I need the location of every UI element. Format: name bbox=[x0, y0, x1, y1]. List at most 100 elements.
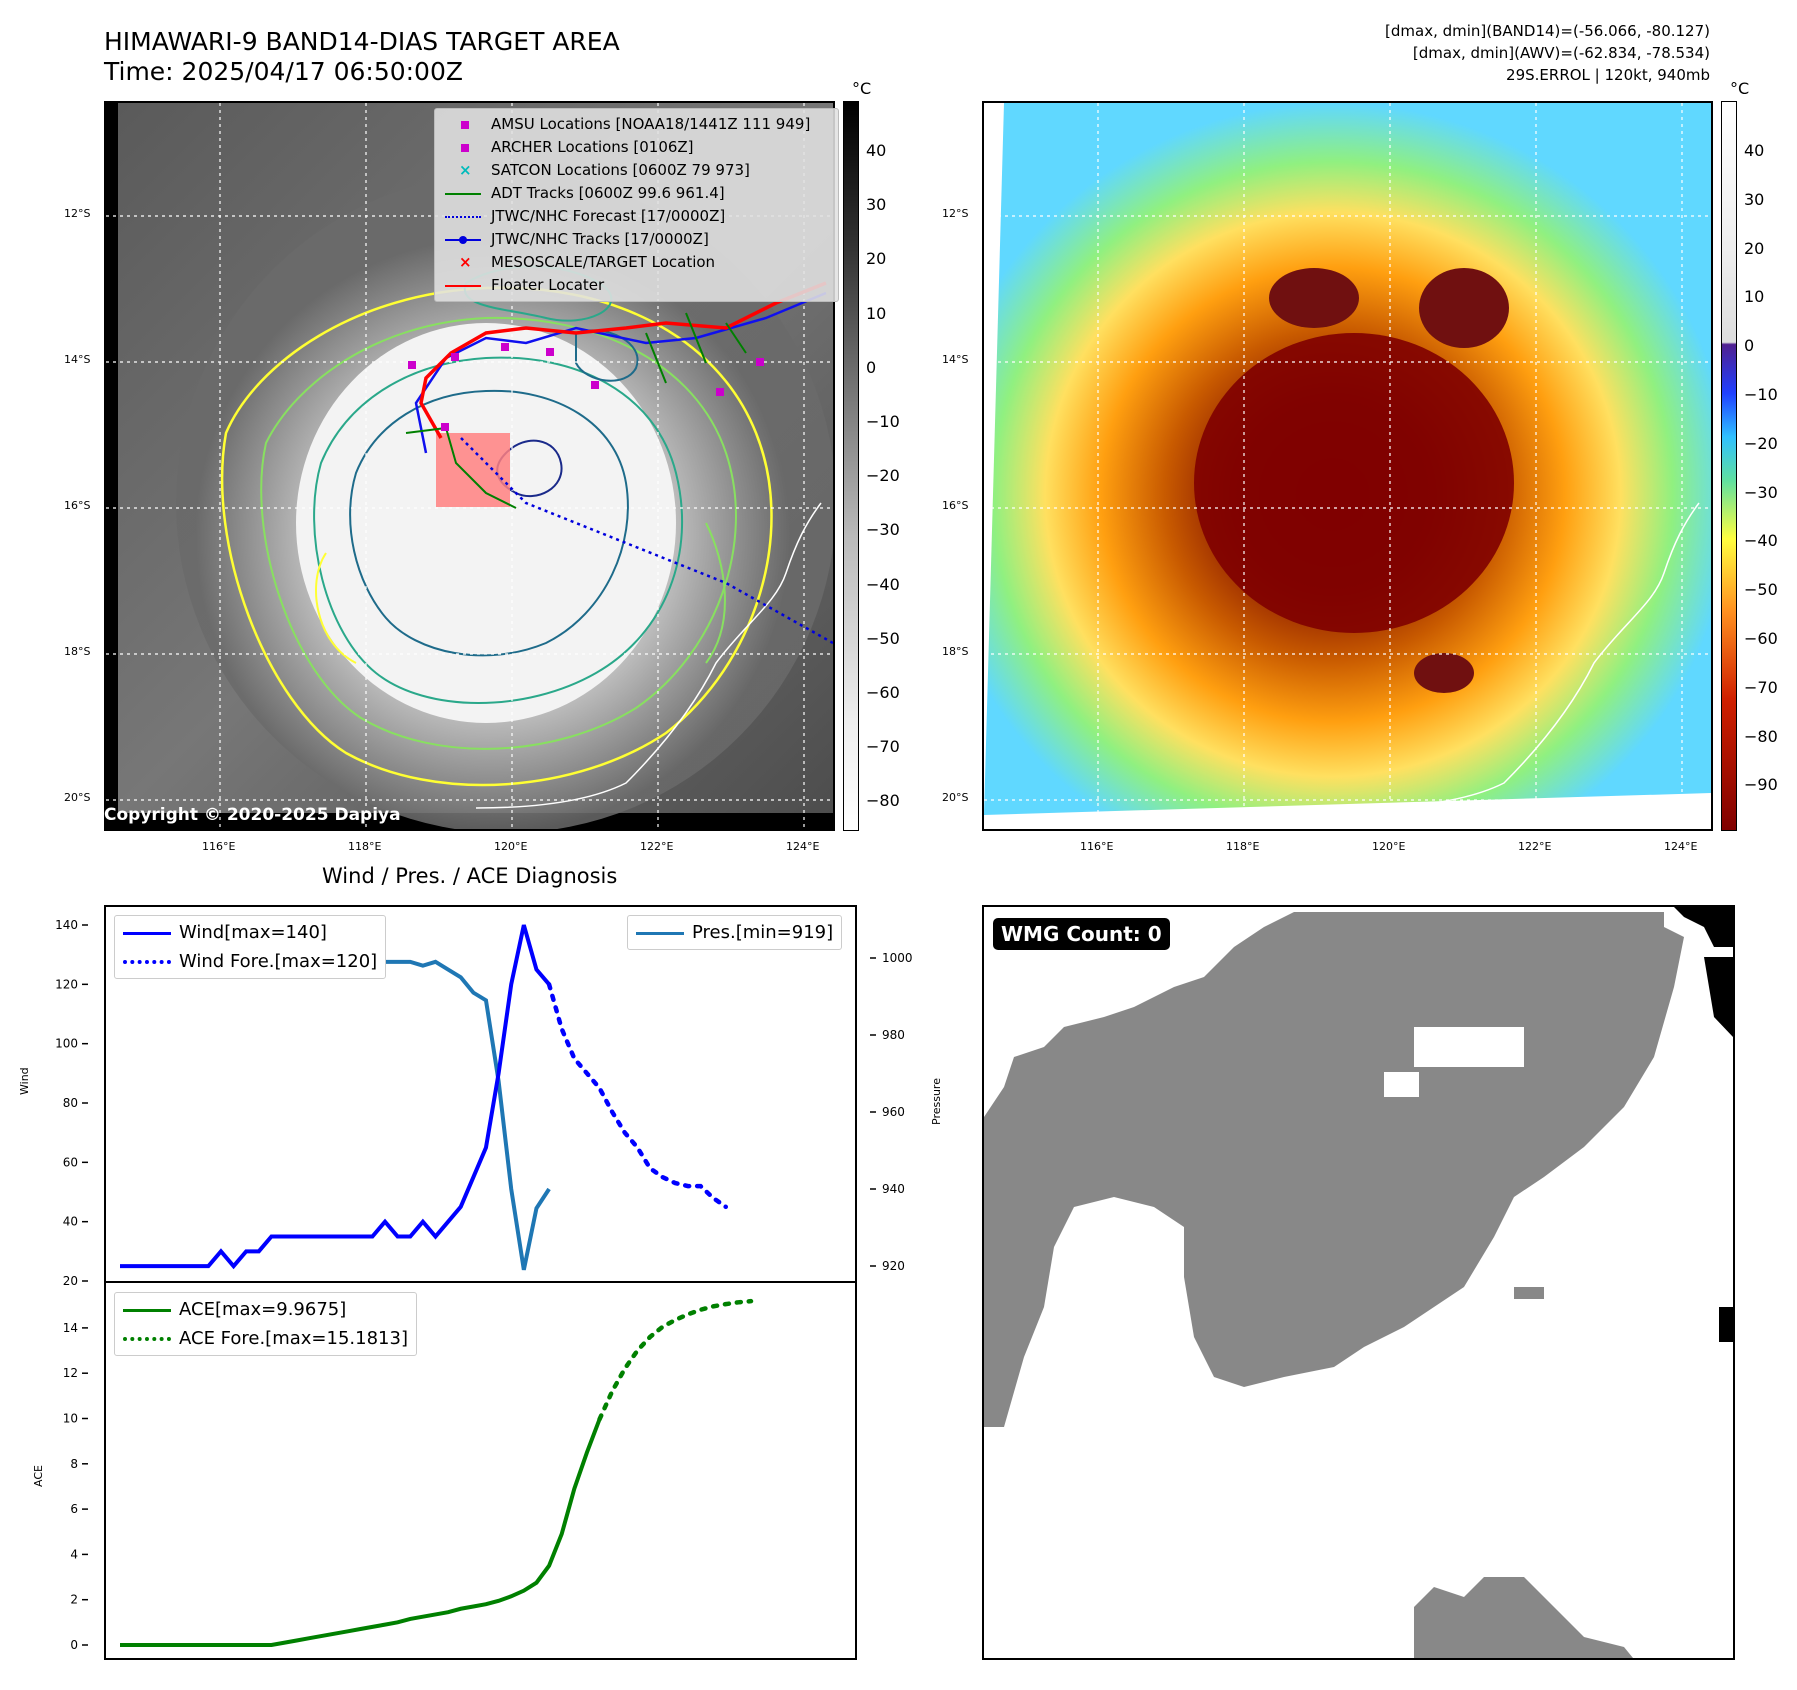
ace-tick-label: 10 bbox=[63, 1412, 78, 1426]
pressure-legend: Pres.[min=919] bbox=[627, 915, 843, 950]
legend-label: AMSU Locations [NOAA18/1441Z 111 949] bbox=[491, 115, 811, 133]
colorbar-unit: °C bbox=[852, 79, 872, 98]
wind-tick-label: 140 bbox=[55, 918, 78, 932]
ace-chart-frame bbox=[104, 1281, 857, 1660]
wind-forecast-series-line bbox=[546, 982, 729, 1210]
legend-label: SATCON Locations [0600Z 79 973] bbox=[491, 161, 750, 179]
blue-dotted-line-icon bbox=[443, 209, 485, 225]
colorbar-tick-label: 10 bbox=[1744, 287, 1765, 307]
ace-tick-label: 2 bbox=[70, 1593, 78, 1607]
lat-label: 12°S bbox=[942, 207, 969, 220]
colorbar-right bbox=[1721, 101, 1737, 831]
lat-label: 18°S bbox=[64, 645, 91, 658]
wind-tick-label: 20 bbox=[63, 1274, 78, 1288]
pressure-tick-label: 920 bbox=[882, 1259, 905, 1273]
solid-blue-line-icon bbox=[123, 928, 171, 938]
colorbar-tick-label: −80 bbox=[1744, 726, 1778, 746]
colorbar-tick-label: −20 bbox=[1744, 433, 1778, 453]
colorbar-tick-label: −90 bbox=[1744, 775, 1778, 795]
legend-label: Floater Locater bbox=[491, 276, 605, 294]
green-line-icon bbox=[443, 186, 485, 202]
lon-label: 122°E bbox=[1518, 840, 1552, 853]
legend-label: JTWC/NHC Tracks [17/0000Z] bbox=[491, 230, 709, 248]
figure-title-line1: HIMAWARI-9 BAND14-DIAS TARGET AREA bbox=[104, 27, 620, 56]
magenta-square-icon bbox=[443, 140, 485, 156]
lat-label: 16°S bbox=[64, 499, 91, 512]
ace-axis-label: ACE bbox=[32, 1465, 45, 1487]
colorbar-tick-label: 10 bbox=[866, 303, 887, 323]
colorbar-tick-label: −60 bbox=[1744, 629, 1778, 648]
solid-steelblue-line-icon bbox=[636, 928, 684, 938]
colorbar-tick-label: −80 bbox=[866, 791, 900, 811]
legend-label: ARCHER Locations [0106Z] bbox=[491, 138, 694, 156]
info-line3: 29S.ERROL | 120kt, 940mb bbox=[1506, 66, 1710, 84]
ace-tick-label: 0 bbox=[70, 1638, 78, 1652]
lat-label: 16°S bbox=[942, 499, 969, 512]
colorbar-tick-label: −20 bbox=[866, 466, 900, 486]
colorbar-tick-label: 30 bbox=[866, 195, 887, 215]
solid-green-line-icon bbox=[123, 1305, 171, 1315]
lon-label: 120°E bbox=[494, 840, 528, 853]
target-box bbox=[436, 433, 510, 507]
ace-tick-label: 6 bbox=[70, 1502, 78, 1516]
lon-label: 116°E bbox=[1080, 840, 1114, 853]
awv-map-panel bbox=[982, 101, 1713, 831]
ace-forecast-series-line bbox=[597, 1298, 754, 1422]
dotted-green-line-icon bbox=[123, 1334, 171, 1344]
wind-tick-label: 120 bbox=[55, 977, 78, 991]
info-line2: [dmax, dmin](AWV)=(-62.834, -78.534) bbox=[1412, 44, 1710, 62]
map-legend: AMSU Locations [NOAA18/1441Z 111 949] AR… bbox=[434, 108, 839, 302]
lat-label: 12°S bbox=[64, 207, 91, 220]
colorbar-tick-label: −30 bbox=[866, 520, 900, 540]
red-line-icon bbox=[443, 278, 485, 294]
lon-label: 116°E bbox=[202, 840, 236, 853]
blue-dot-line-icon bbox=[443, 232, 485, 248]
magenta-square-icon bbox=[443, 117, 485, 133]
wmg-panel bbox=[982, 905, 1735, 1660]
lat-label: 18°S bbox=[942, 645, 969, 658]
figure-title-line2: Time: 2025/04/17 06:50:00Z bbox=[104, 57, 463, 86]
lat-label: 14°S bbox=[64, 353, 91, 366]
lat-label: 20°S bbox=[942, 791, 969, 804]
colorbar-tick-label: −70 bbox=[866, 737, 900, 757]
colorbar-tick-label: −50 bbox=[866, 628, 900, 648]
colorbar-unit: °C bbox=[1730, 79, 1750, 98]
lon-label: 120°E bbox=[1372, 840, 1406, 853]
ace-tick-label: 12 bbox=[63, 1366, 78, 1380]
wind-legend: Wind[max=140] Wind Fore.[max=120] bbox=[114, 915, 387, 979]
colorbar-tick-label: 20 bbox=[1744, 238, 1765, 258]
colorbar-tick-label: −10 bbox=[1744, 385, 1778, 404]
legend-pres: Pres.[min=919] bbox=[692, 922, 834, 943]
wind-tick-label: 80 bbox=[63, 1096, 78, 1110]
lon-label: 118°E bbox=[348, 840, 382, 853]
legend-label: ADT Tracks [0600Z 99.6 961.4] bbox=[491, 184, 725, 202]
wmg-mask bbox=[984, 907, 1733, 1658]
colorbar-tick-label: −30 bbox=[1744, 482, 1778, 502]
legend-wind-fore: Wind Fore.[max=120] bbox=[179, 951, 378, 972]
lon-label: 124°E bbox=[786, 840, 820, 853]
dotted-blue-line-icon bbox=[123, 957, 171, 967]
ace-series-line bbox=[120, 1418, 602, 1647]
colorbar-tick-label: 30 bbox=[1744, 189, 1765, 209]
colorbar-tick-label: −70 bbox=[1744, 677, 1778, 697]
legend-ace-fore: ACE Fore.[max=15.1813] bbox=[179, 1328, 408, 1349]
legend-label: MESOSCALE/TARGET Location bbox=[491, 253, 716, 271]
colorbar-tick-label: 20 bbox=[866, 249, 887, 269]
colorbar-tick-label: −40 bbox=[866, 574, 900, 594]
ace-tick-label: 4 bbox=[70, 1547, 78, 1561]
wind-series-line bbox=[120, 924, 551, 1270]
lon-label: 122°E bbox=[640, 840, 674, 853]
wind-tick-label: 40 bbox=[63, 1215, 78, 1229]
info-line1: [dmax, dmin](BAND14)=(-56.066, -80.127) bbox=[1385, 22, 1710, 40]
legend-ace: ACE[max=9.9675] bbox=[179, 1299, 347, 1320]
legend-wind: Wind[max=140] bbox=[179, 922, 327, 943]
colorbar-tick-label: 0 bbox=[1744, 336, 1755, 356]
diagnosis-title: Wind / Pres. / ACE Diagnosis bbox=[322, 864, 618, 888]
cyan-x-icon: × bbox=[459, 160, 472, 179]
colorbar-tick-label: −40 bbox=[1744, 531, 1778, 551]
colorbar-tick-label: 40 bbox=[1744, 141, 1765, 160]
colorbar-tick-label: −50 bbox=[1744, 580, 1778, 600]
copyright-label: Copyright © 2020-2025 Dapiya bbox=[104, 805, 401, 825]
legend-label: JTWC/NHC Forecast [17/0000Z] bbox=[491, 207, 726, 225]
pressure-tick-label: 960 bbox=[882, 1105, 905, 1119]
